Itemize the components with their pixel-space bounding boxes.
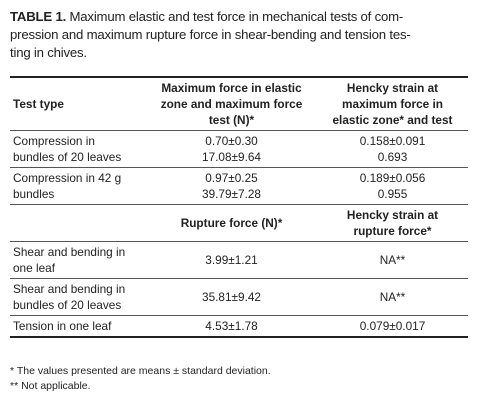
table-cell: 35.81±9.42 bbox=[146, 278, 317, 316]
header-cell bbox=[10, 204, 146, 242]
cell-line: 0.189±0.056 bbox=[359, 171, 426, 185]
cell-line: 0.158±0.091 bbox=[359, 134, 426, 148]
header-cell: Rupture force (N)* bbox=[146, 204, 317, 242]
cell-line: Tension in one leaf bbox=[13, 319, 112, 333]
table-row: Shear and bending in bundles of 20 leaves… bbox=[10, 278, 468, 316]
cell-line: Test type bbox=[13, 97, 64, 111]
cell-line: rupture force* bbox=[353, 224, 432, 238]
cell-line: 3.99±1.21 bbox=[205, 253, 258, 267]
table-cell: 3.99±1.21 bbox=[146, 241, 317, 279]
cell-line: NA** bbox=[379, 290, 406, 304]
table-cell: Compression in 42 g bundles bbox=[10, 167, 146, 205]
cell-line: Rupture force (N)* bbox=[180, 216, 283, 230]
table-cell: 4.53±1.78 bbox=[146, 315, 317, 338]
table-row: Compression in 42 g bundles 0.97±0.25 39.79… bbox=[10, 167, 468, 205]
caption-text: pression and maximum rupture force in sh… bbox=[10, 27, 411, 42]
caption-text: ting in chives. bbox=[10, 45, 87, 60]
table-row: Shear and bending in one leaf 3.99±1.21 NA*… bbox=[10, 241, 468, 279]
caption-text: Maximum elastic and test force in mechan… bbox=[69, 9, 404, 24]
table-cell: 0.158±0.091 0.693 bbox=[317, 130, 468, 168]
table-row: Compression in bundles of 20 leaves 0.70±0… bbox=[10, 130, 468, 168]
cell-line: Hencky strain at bbox=[346, 81, 439, 95]
cell-line: bundles bbox=[13, 187, 55, 201]
cell-line: one leaf bbox=[13, 261, 55, 275]
table-cell: Shear and bending in one leaf bbox=[10, 241, 146, 279]
header-cell: Hencky strain at maximum force in elastic … bbox=[317, 76, 468, 131]
cell-line: elastic zone* and test bbox=[332, 113, 453, 127]
table-cell: NA** bbox=[317, 241, 468, 279]
table-cell: Shear and bending in bundles of 20 leaves bbox=[10, 278, 146, 316]
table-cell: 0.079±0.017 bbox=[317, 315, 468, 338]
caption-line: ting in chives. bbox=[10, 44, 472, 62]
cell-line: 0.693 bbox=[377, 150, 408, 164]
table-cell: 0.70±0.30 17.08±9.64 bbox=[146, 130, 317, 168]
cell-line: 4.53±1.78 bbox=[205, 319, 258, 333]
cell-line: 17.08±9.64 bbox=[202, 150, 261, 164]
footnotes: * The values presented are means ± stand… bbox=[10, 364, 271, 394]
cell-line: 35.81±9.42 bbox=[202, 290, 261, 304]
header-cell: Maximum force in elastic zone and maximum… bbox=[146, 76, 317, 131]
cell-line: Shear and bending in bbox=[13, 282, 126, 296]
cell-line: Compression in 42 g bbox=[13, 171, 122, 185]
caption: TABLE 1. Maximum elastic and test force … bbox=[10, 8, 472, 62]
cell-line: zone and maximum force bbox=[160, 97, 303, 111]
table-cell: 0.189±0.056 0.955 bbox=[317, 167, 468, 205]
cell-line: Hencky strain at bbox=[346, 208, 439, 222]
footnote: * The values presented are means ± stand… bbox=[10, 365, 271, 377]
cell-line: NA** bbox=[379, 253, 406, 267]
table-row: Tension in one leaf 4.53±1.78 0.079±0.017 bbox=[10, 315, 468, 338]
header-cell: Hencky strain at rupture force* bbox=[317, 204, 468, 242]
cell-line: 0.70±0.30 bbox=[205, 134, 258, 148]
cell-line: 0.97±0.25 bbox=[205, 171, 258, 185]
table-cell: Compression in bundles of 20 leaves bbox=[10, 130, 146, 168]
header-cell: Test type bbox=[10, 76, 146, 131]
caption-line: TABLE 1. Maximum elastic and test force … bbox=[10, 8, 472, 26]
cell-line: 39.79±7.28 bbox=[202, 187, 261, 201]
caption-label: TABLE 1. bbox=[10, 9, 67, 24]
footnote: ** Not applicable. bbox=[10, 380, 91, 392]
header-row: Test type Maximum force in elastic zone an… bbox=[10, 76, 468, 131]
cell-line: Shear and bending in bbox=[13, 245, 126, 259]
cell-line: bundles of 20 leaves bbox=[13, 150, 122, 164]
cell-line: bundles of 20 leaves bbox=[13, 298, 122, 312]
cell-line: maximum force in bbox=[342, 97, 443, 111]
table-cell: 0.97±0.25 39.79±7.28 bbox=[146, 167, 317, 205]
cell-line: Compression in bbox=[13, 134, 95, 148]
header-row: Rupture force (N)* Hencky strain at ruptur… bbox=[10, 204, 468, 242]
table-cell: Tension in one leaf bbox=[10, 315, 146, 338]
cell-line: test (N)* bbox=[208, 113, 255, 127]
cell-line: 0.955 bbox=[377, 187, 408, 201]
cell-line: Maximum force in elastic bbox=[161, 81, 302, 95]
caption-line: pression and maximum rupture force in sh… bbox=[10, 26, 472, 44]
table: Test type Maximum force in elastic zone an… bbox=[10, 76, 468, 338]
table-cell: NA** bbox=[317, 278, 468, 316]
cell-line: 0.079±0.017 bbox=[359, 319, 426, 333]
